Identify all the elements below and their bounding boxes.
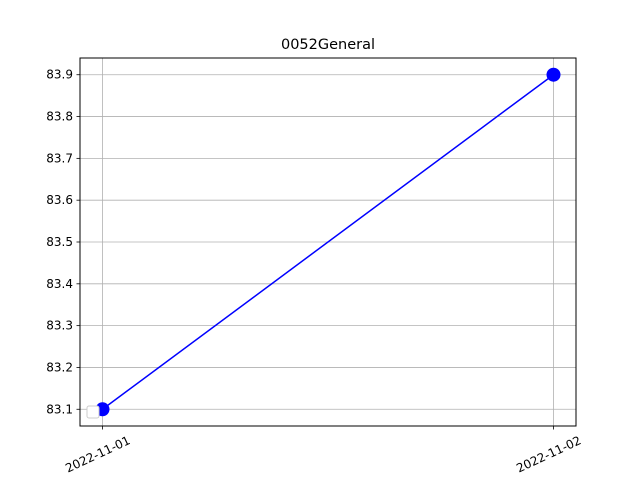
y-tick-label: 83.3 bbox=[46, 319, 73, 333]
y-tick-label: 83.9 bbox=[46, 68, 73, 82]
series-line bbox=[102, 74, 554, 410]
y-tick-label: 83.5 bbox=[46, 235, 73, 249]
y-tick-label: 83.2 bbox=[46, 360, 73, 374]
legend-box bbox=[86, 405, 100, 419]
legend bbox=[86, 405, 100, 419]
y-tick-label: 83.1 bbox=[46, 402, 73, 416]
y-tick-label: 83.7 bbox=[46, 151, 73, 165]
y-tick-label: 83.6 bbox=[46, 193, 73, 207]
grid-lines bbox=[80, 58, 576, 426]
y-tick-label: 83.8 bbox=[46, 110, 73, 124]
data-point bbox=[546, 67, 561, 82]
y-tick-label: 83.4 bbox=[46, 277, 73, 291]
chart-title: 0052General bbox=[281, 37, 375, 53]
